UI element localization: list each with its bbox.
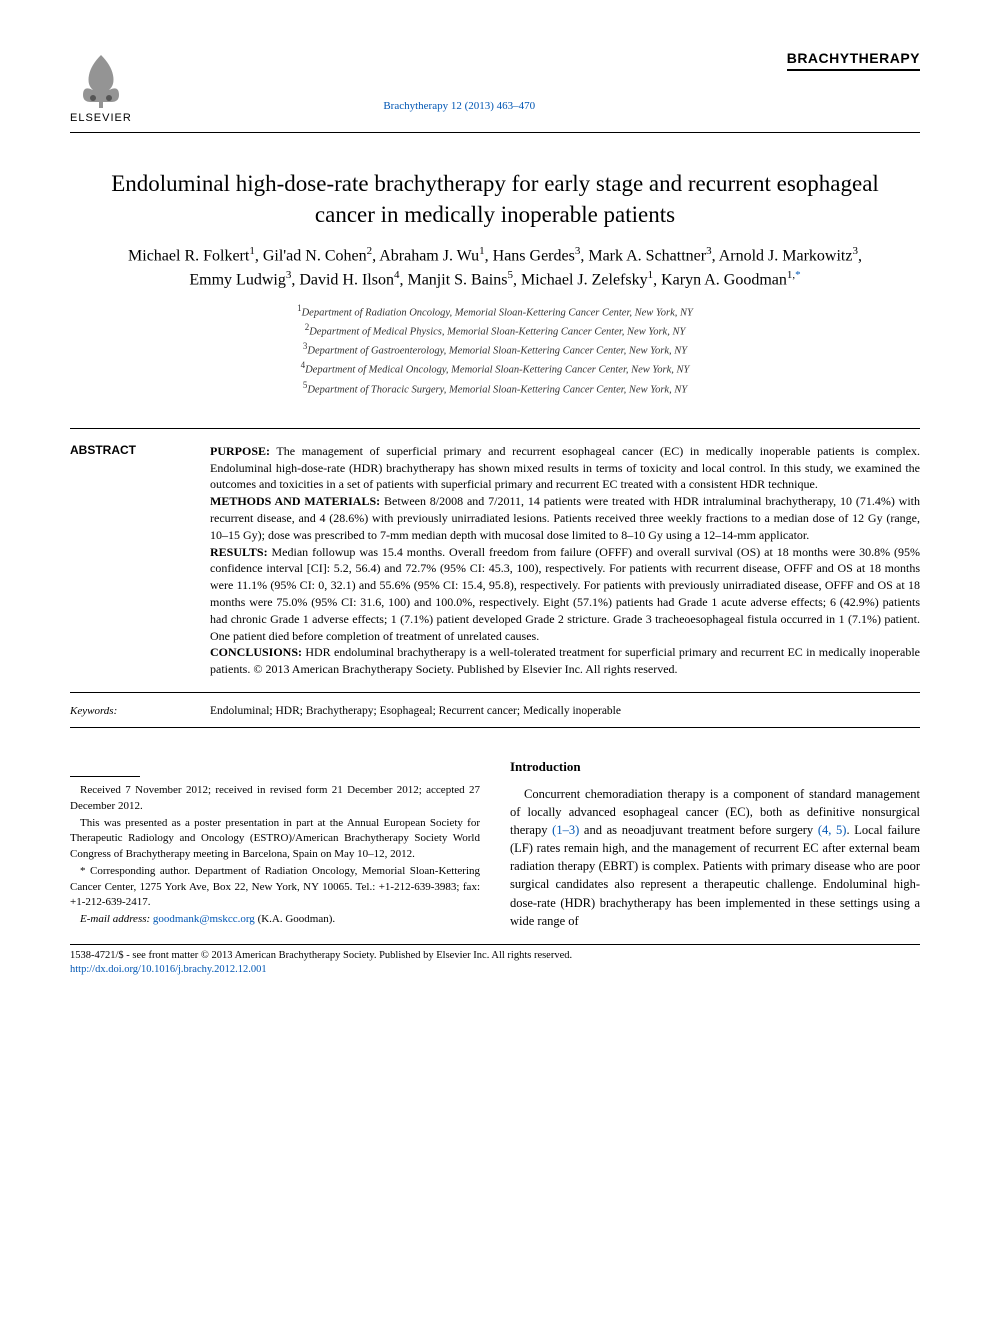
email-label: E-mail address: (80, 913, 150, 925)
abstract-purpose: PURPOSE: The management of superficial p… (210, 443, 920, 493)
corresponding-email-link[interactable]: goodmank@mskcc.org (153, 913, 255, 925)
purpose-head: PURPOSE: (210, 444, 270, 458)
affiliation-line: 5Department of Thoracic Surgery, Memoria… (70, 379, 920, 398)
introduction-heading: Introduction (510, 758, 920, 777)
abstract-results: RESULTS: Median followup was 15.4 months… (210, 544, 920, 645)
affiliation-line: 4Department of Medical Oncology, Memoria… (70, 359, 920, 378)
article-title: Endoluminal high-dose-rate brachytherapy… (70, 168, 920, 230)
abstract-conclusions: CONCLUSIONS: HDR endoluminal brachythera… (210, 644, 920, 678)
footnote-rule (70, 776, 140, 777)
affiliation-line: 2Department of Medical Physics, Memorial… (70, 321, 920, 340)
right-column: Introduction Concurrent chemoradiation t… (510, 758, 920, 930)
methods-head: METHODS AND MATERIALS: (210, 494, 380, 508)
keywords-text: Endoluminal; HDR; Brachytherapy; Esophag… (210, 705, 621, 717)
footnote-received: Received 7 November 2012; received in re… (70, 783, 480, 814)
page-header: ELSEVIER Brachytherapy 12 (2013) 463–470… (70, 50, 920, 133)
abstract-block: ABSTRACT PURPOSE: The management of supe… (70, 428, 920, 693)
body-columns: Received 7 November 2012; received in re… (70, 758, 920, 930)
results-text: Median followup was 15.4 months. Overall… (210, 545, 920, 643)
journal-logo-text: BRACHYTHERAPY (787, 50, 920, 71)
abstract-methods: METHODS AND MATERIALS: Between 8/2008 an… (210, 493, 920, 543)
citation-link-2[interactable]: (4, 5) (818, 823, 847, 837)
citation-link-1[interactable]: (1–3) (552, 823, 579, 837)
introduction-paragraph: Concurrent chemoradiation therapy is a c… (510, 785, 920, 930)
footnotes: Received 7 November 2012; received in re… (70, 783, 480, 930)
purpose-text: The management of superficial primary an… (210, 444, 920, 492)
footnote-corresponding: * Corresponding author. Department of Ra… (70, 864, 480, 910)
footnote-presented: This was presented as a poster presentat… (70, 816, 480, 862)
keywords-label: Keywords: (70, 705, 190, 717)
left-column: Received 7 November 2012; received in re… (70, 758, 480, 930)
intro-text-2: and as neoadjuvant treatment before surg… (579, 823, 818, 837)
publisher-name: ELSEVIER (70, 112, 132, 124)
conclusions-head: CONCLUSIONS: (210, 645, 302, 659)
elsevier-tree-icon (71, 50, 131, 110)
page-footer: 1538-4721/$ - see front matter © 2013 Am… (70, 944, 920, 978)
copyright-line: 1538-4721/$ - see front matter © 2013 Am… (70, 949, 920, 964)
author-list: Michael R. Folkert1, Gil'ad N. Cohen2, A… (70, 244, 920, 291)
footnote-email: E-mail address: goodmank@mskcc.org (K.A.… (70, 912, 480, 927)
abstract-content: PURPOSE: The management of superficial p… (210, 443, 920, 678)
journal-reference: Brachytherapy 12 (2013) 463–470 (383, 100, 535, 112)
publisher-logo: ELSEVIER (70, 50, 132, 124)
intro-text-3: . Local failure (LF) rates remain high, … (510, 823, 920, 928)
journal-logo-block: BRACHYTHERAPY (787, 50, 920, 71)
keywords-row: Keywords: Endoluminal; HDR; Brachytherap… (70, 699, 920, 728)
corr-label: * Corresponding author. (80, 865, 190, 877)
email-tail: (K.A. Goodman). (258, 913, 336, 925)
abstract-label: ABSTRACT (70, 443, 190, 678)
affiliation-line: 3Department of Gastroenterology, Memoria… (70, 340, 920, 359)
doi-link[interactable]: http://dx.doi.org/10.1016/j.brachy.2012.… (70, 963, 920, 978)
affiliation-line: 1Department of Radiation Oncology, Memor… (70, 302, 920, 321)
page-container: ELSEVIER Brachytherapy 12 (2013) 463–470… (0, 0, 990, 1008)
conclusions-text: HDR endoluminal brachytherapy is a well-… (210, 645, 920, 676)
affiliations: 1Department of Radiation Oncology, Memor… (70, 302, 920, 398)
results-head: RESULTS: (210, 545, 268, 559)
